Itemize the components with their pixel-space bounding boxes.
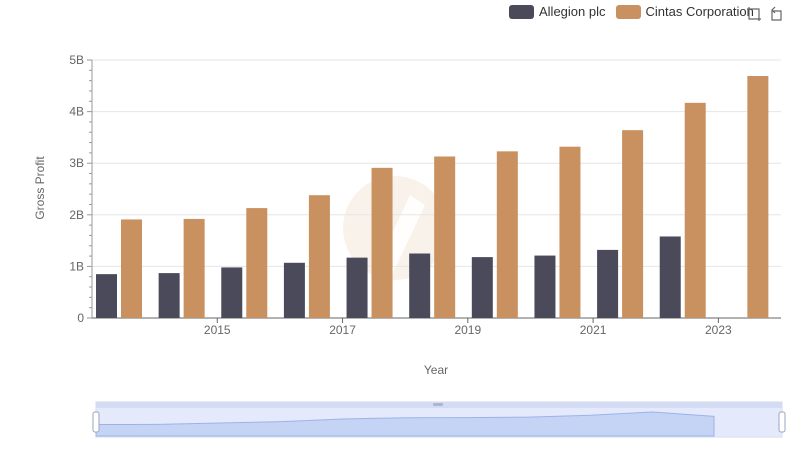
bar-allegion-2022[interactable] <box>597 249 619 318</box>
bar-allegion-2020[interactable] <box>471 257 493 318</box>
y-tick-label: 4B <box>69 105 84 119</box>
legend: Allegion plc Cintas Corporation <box>509 4 754 19</box>
zoom-preview-area <box>95 411 715 437</box>
x-tick-label: 2021 <box>580 323 607 337</box>
legend-item-cintas[interactable]: Cintas Corporation <box>615 4 754 19</box>
y-tick-label: 1B <box>69 259 84 273</box>
bar-allegion-2016[interactable] <box>221 267 243 318</box>
y-axis-title: Gross Profit <box>33 156 47 220</box>
y-tick-label: 0 <box>77 311 84 325</box>
zoom-handle-left[interactable] <box>92 411 100 433</box>
x-tick-label: 2019 <box>454 323 481 337</box>
bar-cintas-2021[interactable] <box>559 146 581 318</box>
y-tick-label: 2B <box>69 208 84 222</box>
y-tick-label: 3B <box>69 156 84 170</box>
bar-cintas-2018[interactable] <box>371 167 393 318</box>
legend-label-allegion: Allegion plc <box>539 4 606 19</box>
bars <box>96 75 769 319</box>
legend-label-cintas: Cintas Corporation <box>645 4 754 19</box>
data-zoom-slider[interactable] <box>92 401 786 438</box>
x-axis: 2015 2017 2019 2021 2023 <box>92 317 781 337</box>
bar-cintas-2015[interactable] <box>183 218 205 318</box>
chart-toolbar <box>746 6 784 22</box>
zoom-drag-grip[interactable] <box>433 403 443 406</box>
x-axis-title: Year <box>423 363 449 377</box>
bar-cintas-2022[interactable] <box>622 130 644 318</box>
x-tick-label: 2023 <box>705 323 732 337</box>
restore-icon[interactable] <box>768 6 784 22</box>
bar-cintas-2017[interactable] <box>308 195 330 318</box>
bar-allegion-2018[interactable] <box>346 257 368 318</box>
bar-cintas-2014[interactable] <box>121 219 142 318</box>
zoom-area-icon[interactable] <box>746 6 762 22</box>
bar-allegion-2015[interactable] <box>158 273 180 318</box>
bar-allegion-2021[interactable] <box>534 255 556 318</box>
bar-allegion-2023[interactable] <box>659 236 681 318</box>
legend-swatch-allegion <box>509 4 534 19</box>
x-tick-label: 2015 <box>204 323 231 337</box>
x-tick-label: 2017 <box>329 323 356 337</box>
bar-cintas-2024[interactable] <box>747 75 769 318</box>
bar-allegion-2014[interactable] <box>96 274 117 318</box>
bar-cintas-2020[interactable] <box>496 151 518 318</box>
bar-allegion-2017[interactable] <box>283 262 305 318</box>
bar-cintas-2023[interactable] <box>684 102 706 318</box>
legend-item-allegion[interactable]: Allegion plc <box>509 4 606 19</box>
zoom-handle-right[interactable] <box>778 411 786 433</box>
bar-cintas-2016[interactable] <box>246 208 268 318</box>
bar-allegion-2019[interactable] <box>409 253 431 319</box>
legend-swatch-cintas <box>615 4 641 19</box>
bar-cintas-2019[interactable] <box>434 156 456 318</box>
y-axis: 0 1B 2B 3B 4B 5B <box>69 53 93 325</box>
y-tick-label: 5B <box>69 53 84 67</box>
